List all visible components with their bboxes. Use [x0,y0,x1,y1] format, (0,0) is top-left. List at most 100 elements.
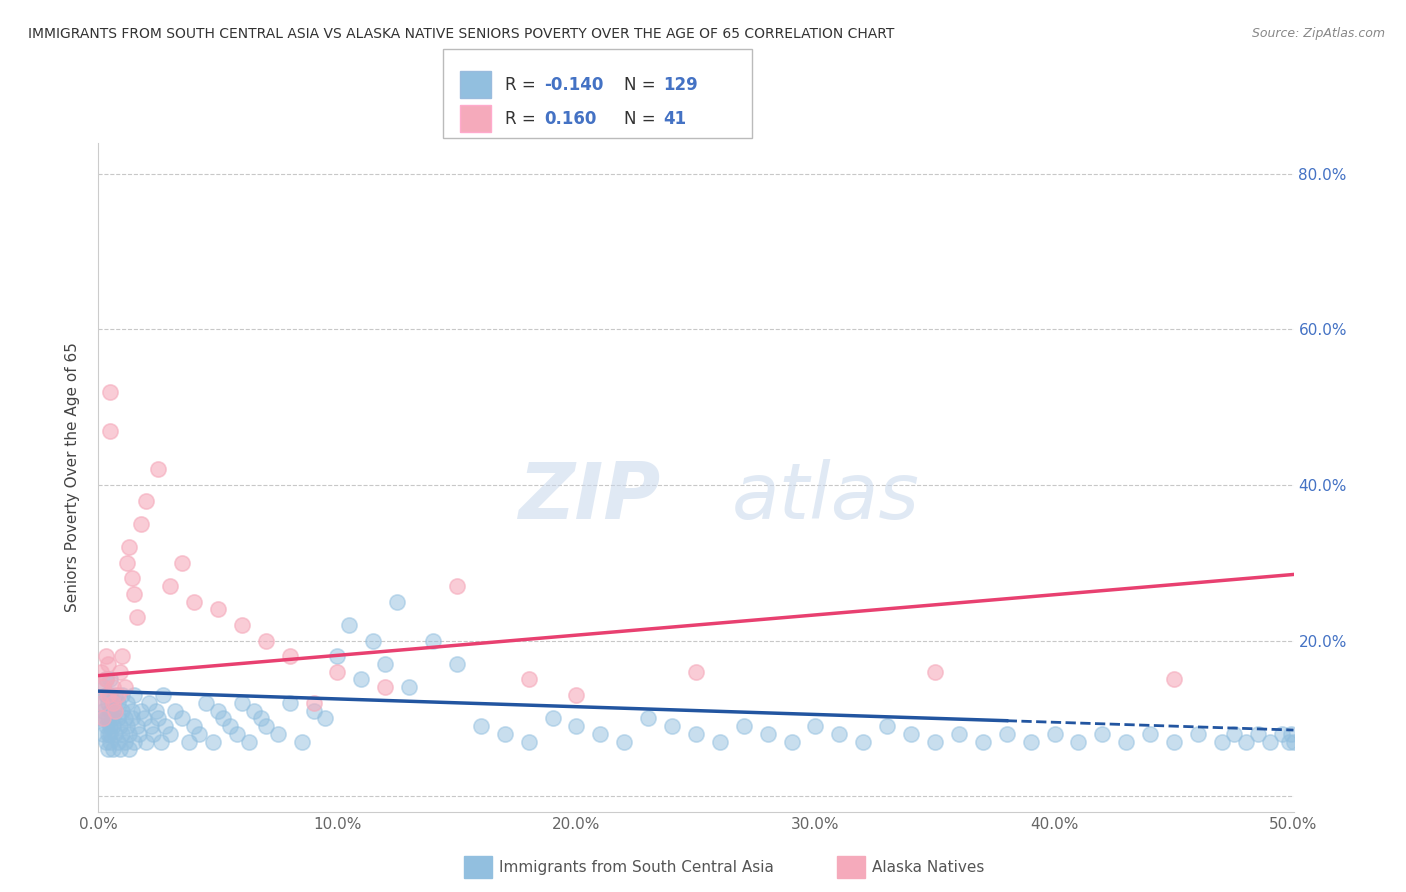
Point [363,633,385,648]
Point [94,649,117,664]
Point [1222,727,1246,741]
Point [494,727,516,741]
Point [422,633,444,648]
Point [1271,727,1294,741]
Point [118,540,141,554]
Point [97,727,120,741]
Point [98,735,122,749]
Point [1091,727,1114,741]
Point [924,665,946,679]
Point [135,493,157,508]
Point [101,742,124,756]
Point [1278,735,1301,749]
Point [948,727,970,741]
Point [187,727,209,741]
Text: R =: R = [505,76,541,94]
Point [98,704,122,718]
Point [278,696,301,710]
Point [1019,735,1042,749]
Point [179,735,201,749]
Point [302,696,325,710]
Point [98,688,122,702]
Point [125,719,148,733]
Point [254,719,277,733]
Point [132,711,155,725]
Point [207,602,229,616]
Point [104,704,127,718]
Point [733,719,755,733]
Text: Immigrants from South Central Asia: Immigrants from South Central Asia [499,860,775,874]
Point [124,688,146,702]
Text: 129: 129 [664,76,699,94]
Point [278,649,301,664]
Point [91,680,114,694]
Point [238,735,260,749]
Point [118,742,141,756]
Point [97,742,120,756]
Point [326,665,349,679]
Point [108,665,131,679]
Point [97,711,120,725]
Point [121,571,143,585]
Point [250,711,273,725]
Point [613,735,636,749]
Point [131,704,153,718]
Point [159,579,181,593]
Point [108,742,131,756]
Point [589,727,612,741]
Point [1163,673,1185,687]
Point [115,696,138,710]
Text: N =: N = [624,110,661,128]
Point [98,384,122,399]
Point [517,735,540,749]
Point [94,711,117,725]
Text: N =: N = [624,76,661,94]
Point [111,727,134,741]
Point [350,673,373,687]
Text: ZIP: ZIP [517,459,661,535]
Point [163,704,186,718]
Point [128,727,150,741]
Point [541,711,564,725]
Point [94,719,117,733]
Text: 41: 41 [664,110,686,128]
Point [924,735,946,749]
Text: IMMIGRANTS FROM SOUTH CENTRAL ASIA VS ALASKA NATIVE SENIORS POVERTY OVER THE AGE: IMMIGRANTS FROM SOUTH CENTRAL ASIA VS AL… [28,27,894,41]
Point [446,657,468,671]
Point [804,719,827,733]
Point [90,696,112,710]
Point [108,719,131,733]
Point [101,711,124,725]
Point [1279,727,1302,741]
Point [90,696,112,710]
Point [115,719,138,733]
Point [211,711,233,725]
Point [876,719,898,733]
Point [94,735,117,749]
Point [254,633,277,648]
Point [114,735,136,749]
Point [1115,735,1137,749]
Point [142,727,165,741]
Point [291,735,314,749]
Point [94,688,117,702]
Point [852,735,875,749]
Point [470,719,492,733]
Point [97,688,120,702]
Point [1246,727,1268,741]
Point [111,688,134,702]
Y-axis label: Seniors Poverty Over the Age of 65: Seniors Poverty Over the Age of 65 [65,343,80,612]
Point [104,704,127,718]
Point [183,595,205,609]
Point [172,556,194,570]
Point [145,704,167,718]
Point [326,649,349,664]
Point [111,704,134,718]
Point [219,719,242,733]
Point [152,688,174,702]
Point [124,587,146,601]
Point [101,719,124,733]
Point [1067,735,1090,749]
Point [398,680,420,694]
Point [661,719,683,733]
